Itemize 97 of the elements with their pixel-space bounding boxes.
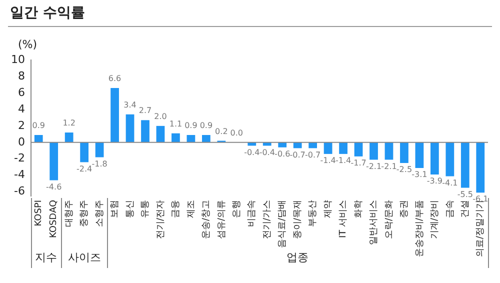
y-tick-label: -4 xyxy=(14,168,25,182)
data-label: -2.4 xyxy=(76,164,92,174)
x-tick-label: KOSDAQ xyxy=(49,200,60,238)
x-tick-label: 증권 xyxy=(400,200,410,218)
y-axis-title: (%) xyxy=(18,38,38,51)
x-tick-label: 종이/목재 xyxy=(292,200,303,240)
x-tick-label: 전기/전자 xyxy=(156,200,166,240)
x-tick-label: 운송장비/부품 xyxy=(414,200,425,258)
data-label: -4.1 xyxy=(442,178,458,188)
data-label: -5.5 xyxy=(457,190,473,199)
data-label: -6.1 xyxy=(472,194,488,204)
data-label: 0.9 xyxy=(32,121,45,130)
bar xyxy=(278,142,287,148)
data-label: 0.9 xyxy=(184,121,198,130)
x-tick-label: 기계/장비 xyxy=(430,200,440,240)
y-tick-label: 8 xyxy=(18,69,25,82)
x-tick-label: 화학 xyxy=(354,200,364,218)
x-tick-label: 제약 xyxy=(323,200,334,218)
data-label: 2.0 xyxy=(154,112,167,121)
chart-title: 일간 수익률 xyxy=(10,4,85,22)
data-label: -4.6 xyxy=(46,182,62,192)
data-label: -1.7 xyxy=(350,158,366,168)
data-label: 6.6 xyxy=(108,74,122,84)
x-tick-label: 음식료/담배 xyxy=(278,200,288,248)
text: 지수 xyxy=(35,250,58,264)
bar xyxy=(34,134,43,142)
bar xyxy=(80,142,89,162)
x-tick-label: 건설 xyxy=(460,200,470,218)
bar xyxy=(476,142,485,193)
x-tick-label: 전기/가스 xyxy=(262,200,272,240)
x-tick-label: 유통 xyxy=(140,200,151,218)
x-tick-label: 제조 xyxy=(186,200,196,218)
data-label: -1.8 xyxy=(92,159,108,168)
data-label: 3.4 xyxy=(124,100,136,110)
x-tick-label: 통신 xyxy=(125,200,136,218)
bar xyxy=(50,142,58,180)
x-tick-label: 중형주 xyxy=(80,200,90,227)
data-label: -0.4 xyxy=(259,148,275,157)
x-tick-label: 소형주 xyxy=(94,200,105,227)
data-label: -3.9 xyxy=(426,176,442,186)
data-label: -2.5 xyxy=(396,165,412,174)
data-label: -0.4 xyxy=(244,148,260,157)
x-tick-label: 보험 xyxy=(110,200,120,218)
bar xyxy=(126,114,134,142)
bar xyxy=(186,134,196,142)
bar xyxy=(172,133,180,142)
bar xyxy=(95,142,104,158)
y-tick-label: -6 xyxy=(14,184,25,198)
data-label: -3.1 xyxy=(412,170,428,180)
y-tick-label: 2 xyxy=(18,118,25,132)
bar xyxy=(415,142,424,168)
x-tick-label: KOSPI xyxy=(34,200,44,226)
data-label: -0.7 xyxy=(290,150,306,160)
x-tick-label: 대형주 xyxy=(64,200,74,227)
x-tick-label: 금속 xyxy=(445,200,456,218)
x-tick-label: 은행 xyxy=(232,200,242,218)
data-label: -0.6 xyxy=(274,149,290,158)
bar xyxy=(370,142,378,160)
data-label: -1.4 xyxy=(320,156,336,166)
bar xyxy=(141,120,150,142)
bar xyxy=(400,142,408,164)
bar xyxy=(460,142,470,188)
bar xyxy=(324,142,332,154)
text: 업종 xyxy=(286,250,309,264)
bar xyxy=(384,142,394,160)
text: 사이즈 xyxy=(68,250,101,264)
x-tick-label: 금융 xyxy=(171,200,182,218)
data-label: -1.4 xyxy=(335,156,352,166)
bar xyxy=(110,88,119,142)
y-tick-label: 0 xyxy=(18,135,25,148)
data-label: 1.2 xyxy=(62,118,76,128)
x-tick-label: 운송/창고 xyxy=(202,200,212,240)
bar xyxy=(64,132,74,142)
data-label: 0.2 xyxy=(215,126,228,136)
data-label: -2.1 xyxy=(381,162,397,171)
x-tick-label: IT 서비스 xyxy=(338,200,349,238)
x-tick-label: 부동산 xyxy=(308,200,318,227)
data-label: 1.1 xyxy=(169,119,182,128)
x-tick-label: 오락/문화 xyxy=(384,200,394,240)
y-tick-label: -2 xyxy=(14,152,25,165)
bar xyxy=(354,142,363,156)
data-label: -0.7 xyxy=(305,150,321,160)
x-tick-label: 비금속 xyxy=(247,200,258,227)
x-tick-label: 섬유/의류 xyxy=(216,200,227,240)
bar xyxy=(202,134,210,142)
bar xyxy=(156,126,165,142)
data-label: -2.1 xyxy=(366,162,382,171)
bar xyxy=(339,142,348,154)
bar xyxy=(446,142,454,176)
y-tick-label: 6 xyxy=(18,86,25,99)
data-label: 2.7 xyxy=(138,106,152,116)
y-tick-label: 10 xyxy=(10,52,25,66)
data-label: 0.9 xyxy=(200,121,213,130)
bar xyxy=(430,142,439,175)
data-label: 0.0 xyxy=(230,128,244,138)
y-tick-label: 4 xyxy=(18,102,25,116)
x-tick-label: 일반서비스 xyxy=(369,200,380,245)
